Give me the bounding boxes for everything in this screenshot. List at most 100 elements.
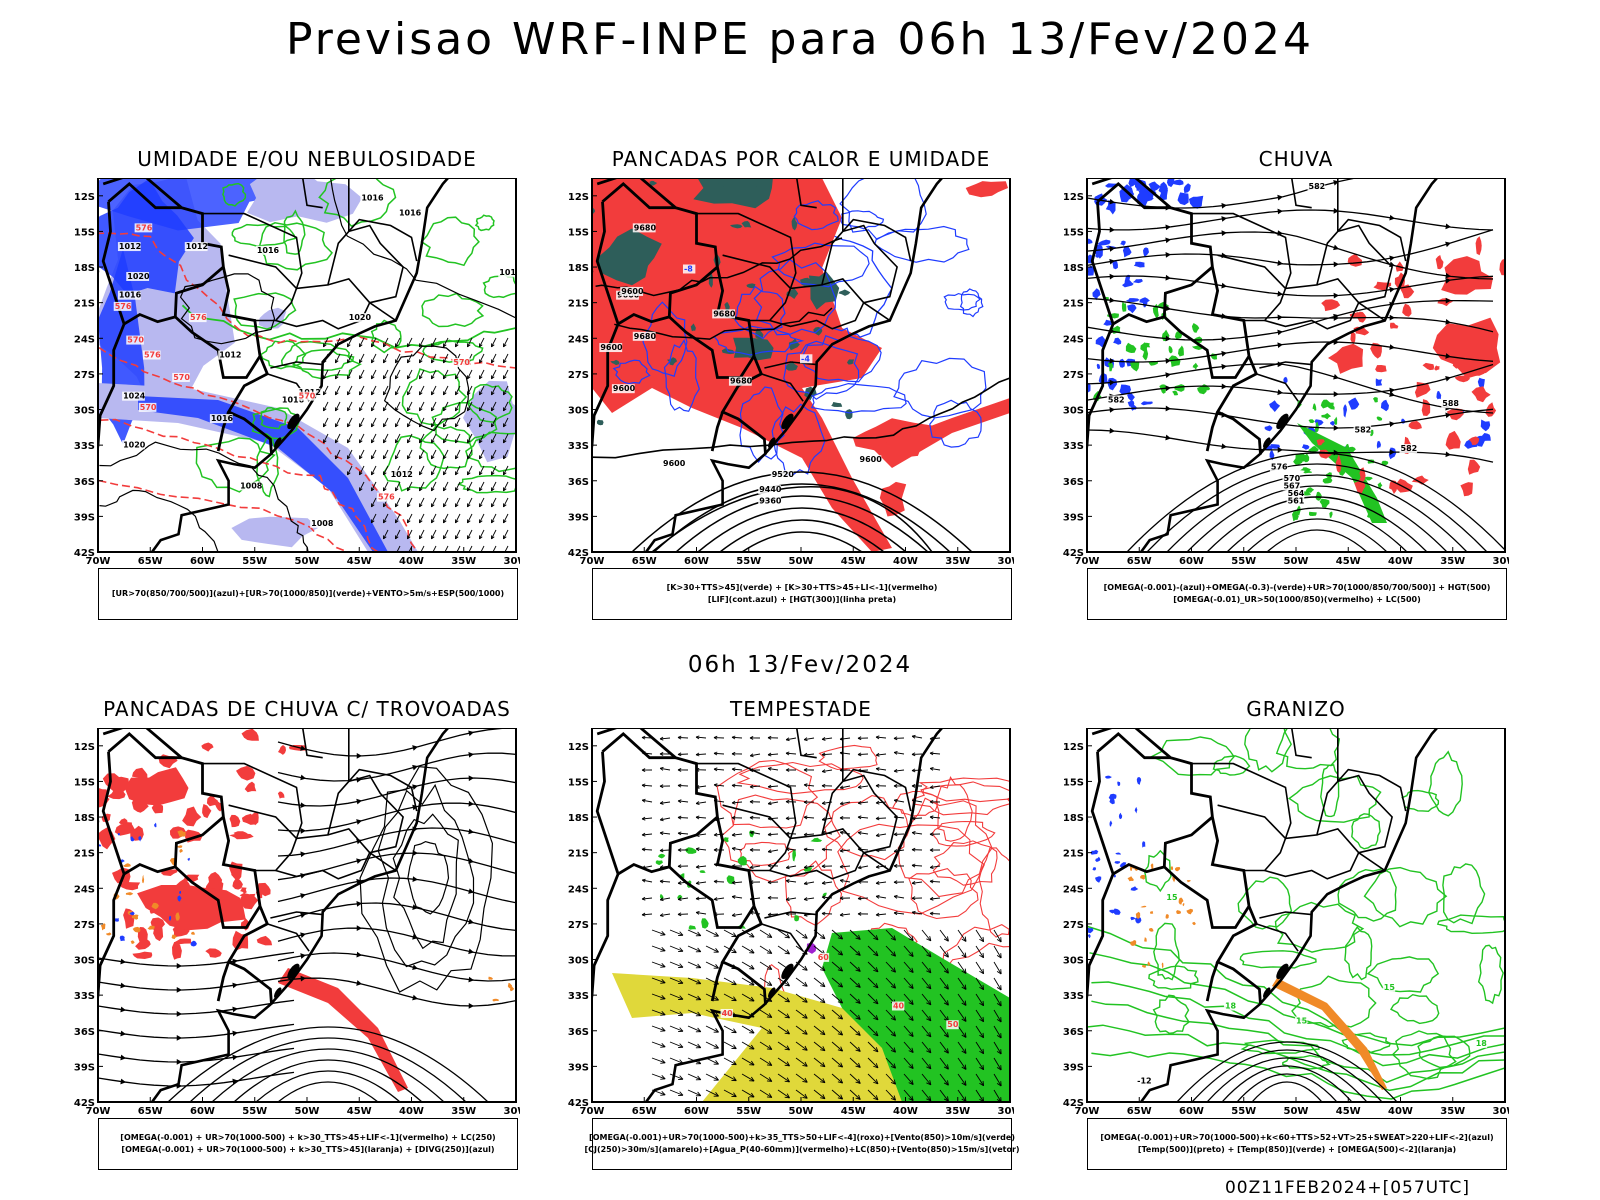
contour-label: 9680 bbox=[634, 332, 657, 341]
contour-label: 1016 bbox=[399, 208, 422, 217]
lon-tick-label: 55W bbox=[1231, 556, 1256, 567]
lat-tick-label: 36S bbox=[568, 477, 589, 488]
lat-tick-label: 36S bbox=[74, 477, 95, 488]
contour-label: 9600 bbox=[663, 459, 686, 468]
lat-tick-label: 39S bbox=[1063, 1062, 1084, 1073]
lon-tick-label: 65W bbox=[138, 556, 163, 567]
lat-tick-label: 15S bbox=[1063, 227, 1084, 238]
lon-tick-label: 30W bbox=[504, 556, 520, 567]
contour-label: 1012 bbox=[219, 351, 241, 360]
contour-label: -12 bbox=[1137, 1076, 1151, 1085]
lon-tick-label: 55W bbox=[1231, 1106, 1256, 1117]
lon-tick-label: 55W bbox=[736, 1106, 761, 1117]
lat-tick-label: 18S bbox=[1063, 263, 1084, 274]
lon-tick-label: 30W bbox=[504, 1106, 520, 1117]
lon-tick-label: 70W bbox=[86, 1106, 111, 1117]
lat-tick-label: 30S bbox=[74, 956, 95, 967]
panel-title: CHUVA bbox=[1258, 147, 1334, 171]
lat-tick-label: 33S bbox=[568, 441, 589, 452]
lat-tick-label: 12S bbox=[74, 192, 95, 203]
lat-tick-label: 39S bbox=[74, 512, 95, 523]
lat-tick-label: 39S bbox=[1063, 512, 1084, 523]
contour-label: 9520 bbox=[772, 470, 795, 479]
lon-tick-label: 60W bbox=[1179, 556, 1204, 567]
contour-label: 576 bbox=[378, 493, 395, 502]
contour-label: 9440 bbox=[759, 485, 782, 494]
lon-tick-label: 60W bbox=[684, 556, 709, 567]
contour-label: 582 bbox=[1108, 395, 1125, 404]
lon-tick-label: 45W bbox=[1336, 556, 1361, 567]
lat-tick-label: 27S bbox=[74, 370, 95, 381]
lon-tick-label: 30W bbox=[998, 1106, 1014, 1117]
lat-tick-label: 21S bbox=[568, 849, 589, 860]
contour-label: 1008 bbox=[311, 519, 334, 528]
contour-label: 15 bbox=[1166, 893, 1178, 902]
contour-label: 60 bbox=[818, 953, 830, 962]
lon-tick-label: 40W bbox=[1388, 1106, 1413, 1117]
contour-label: 1012 bbox=[391, 470, 413, 479]
lat-tick-label: 33S bbox=[74, 441, 95, 452]
lon-tick-label: 45W bbox=[841, 556, 866, 567]
lon-tick-label: 45W bbox=[347, 1106, 372, 1117]
lon-tick-label: 70W bbox=[86, 556, 111, 567]
lat-tick-label: 12S bbox=[1063, 742, 1084, 753]
lat-tick-label: 18S bbox=[74, 813, 95, 824]
contour-label: 1020 bbox=[349, 313, 372, 322]
lat-tick-label: 18S bbox=[568, 263, 589, 274]
lat-tick-label: 21S bbox=[74, 299, 95, 310]
contour-label: 1016 bbox=[119, 291, 142, 300]
panel-title: TEMPESTADE bbox=[730, 697, 872, 721]
legend-line: [OMEGA(-0.001) + UR>70(1000-500) + k>30_… bbox=[120, 1133, 496, 1142]
lon-tick-label: 50W bbox=[789, 1106, 814, 1117]
contour-label: 9600 bbox=[621, 287, 644, 296]
forecast-map: 404060405012S15S18S21S24S27S30S33S36S39S… bbox=[568, 728, 1014, 1117]
contour-label: -4 bbox=[801, 354, 810, 363]
lon-tick-label: 40W bbox=[1388, 556, 1413, 567]
lat-tick-label: 30S bbox=[1063, 956, 1084, 967]
contour-label: 582 bbox=[1355, 425, 1372, 434]
lat-tick-label: 30S bbox=[568, 956, 589, 967]
legend-box: [OMEGA(-0.001)-(azul)+OMEGA(-0.3)-(verde… bbox=[1087, 568, 1507, 620]
lat-tick-label: 33S bbox=[568, 991, 589, 1002]
lat-tick-label: 21S bbox=[1063, 849, 1084, 860]
lat-tick-label: 15S bbox=[568, 777, 589, 788]
contour-label: 1008 bbox=[240, 481, 263, 490]
lat-tick-label: 18S bbox=[74, 263, 95, 274]
contour-label: 570 bbox=[453, 358, 470, 367]
contour-label: 570 bbox=[299, 392, 316, 401]
contour-label: 1016 bbox=[211, 414, 234, 423]
lon-tick-label: 55W bbox=[242, 1106, 267, 1117]
contour-label: 50 bbox=[947, 1020, 959, 1029]
lon-tick-label: 30W bbox=[1493, 556, 1509, 567]
lon-tick-label: 45W bbox=[1336, 1106, 1361, 1117]
lat-tick-label: 36S bbox=[74, 1027, 95, 1038]
lat-tick-label: 15S bbox=[568, 227, 589, 238]
contour-label: 564 bbox=[1288, 489, 1305, 498]
lat-tick-label: 15S bbox=[74, 777, 95, 788]
lat-tick-label: 21S bbox=[1063, 299, 1084, 310]
contour-label: 1016 bbox=[499, 268, 520, 277]
contour-label: 570 bbox=[173, 373, 190, 382]
lat-tick-label: 33S bbox=[1063, 441, 1084, 452]
lon-tick-label: 40W bbox=[893, 1106, 918, 1117]
legend-box: [K>30+TTS>45](verde) + [K>30+TTS>45+LI<-… bbox=[592, 568, 1012, 620]
lat-tick-label: 12S bbox=[568, 192, 589, 203]
panel-title: UMIDADE E/OU NEBULOSIDADE bbox=[137, 147, 477, 171]
forecast-map: 9680 9600 9600 9680 9680 9680 9600 9600 9600 9520… bbox=[568, 178, 1014, 567]
contour-label: 1012 bbox=[119, 242, 141, 251]
lat-tick-label: 18S bbox=[568, 813, 589, 824]
contour-label: 1012 bbox=[186, 242, 208, 251]
lat-tick-label: 21S bbox=[74, 849, 95, 860]
contour-label: 576 bbox=[136, 223, 153, 232]
lat-tick-label: 42S bbox=[568, 1098, 589, 1109]
lat-tick-label: 36S bbox=[1063, 1027, 1084, 1038]
lon-tick-label: 35W bbox=[945, 556, 970, 567]
forecast-map: -12 15 18 15 15 18 12S 15S 18S 21S 24S 27S 30S 33S 36S… bbox=[1063, 728, 1509, 1117]
lat-tick-label: 27S bbox=[568, 370, 589, 381]
contour-label: 561 bbox=[1288, 496, 1305, 505]
contour-label: 582 bbox=[1309, 182, 1326, 191]
lat-tick-label: 12S bbox=[1063, 192, 1084, 203]
map-fields: 4040604050 bbox=[592, 728, 1010, 1102]
contour-label: 9680 bbox=[730, 377, 753, 386]
